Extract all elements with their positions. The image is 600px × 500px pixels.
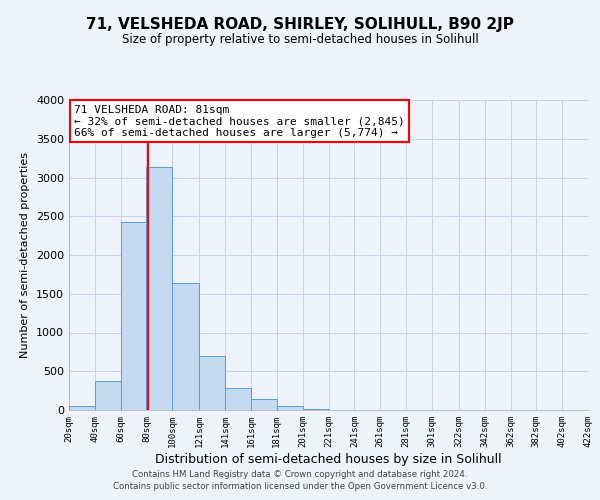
Bar — [302, 409, 329, 410]
Bar — [121, 222, 146, 410]
Text: Contains public sector information licensed under the Open Government Licence v3: Contains public sector information licen… — [113, 482, 487, 491]
Bar — [251, 399, 277, 410]
Bar — [225, 388, 251, 410]
Bar — [95, 382, 121, 410]
Text: 71, VELSHEDA ROAD, SHIRLEY, SOLIHULL, B90 2JP: 71, VELSHEDA ROAD, SHIRLEY, SOLIHULL, B9… — [86, 18, 514, 32]
Bar — [199, 356, 225, 410]
Bar — [69, 406, 95, 410]
Text: 71 VELSHEDA ROAD: 81sqm
← 32% of semi-detached houses are smaller (2,845)
66% of: 71 VELSHEDA ROAD: 81sqm ← 32% of semi-de… — [74, 104, 405, 138]
Y-axis label: Number of semi-detached properties: Number of semi-detached properties — [20, 152, 31, 358]
Bar — [172, 283, 199, 410]
Text: Size of property relative to semi-detached houses in Solihull: Size of property relative to semi-detach… — [122, 32, 478, 46]
Bar — [277, 406, 302, 410]
X-axis label: Distribution of semi-detached houses by size in Solihull: Distribution of semi-detached houses by … — [155, 452, 502, 466]
Bar — [146, 166, 172, 410]
Text: Contains HM Land Registry data © Crown copyright and database right 2024.: Contains HM Land Registry data © Crown c… — [132, 470, 468, 479]
